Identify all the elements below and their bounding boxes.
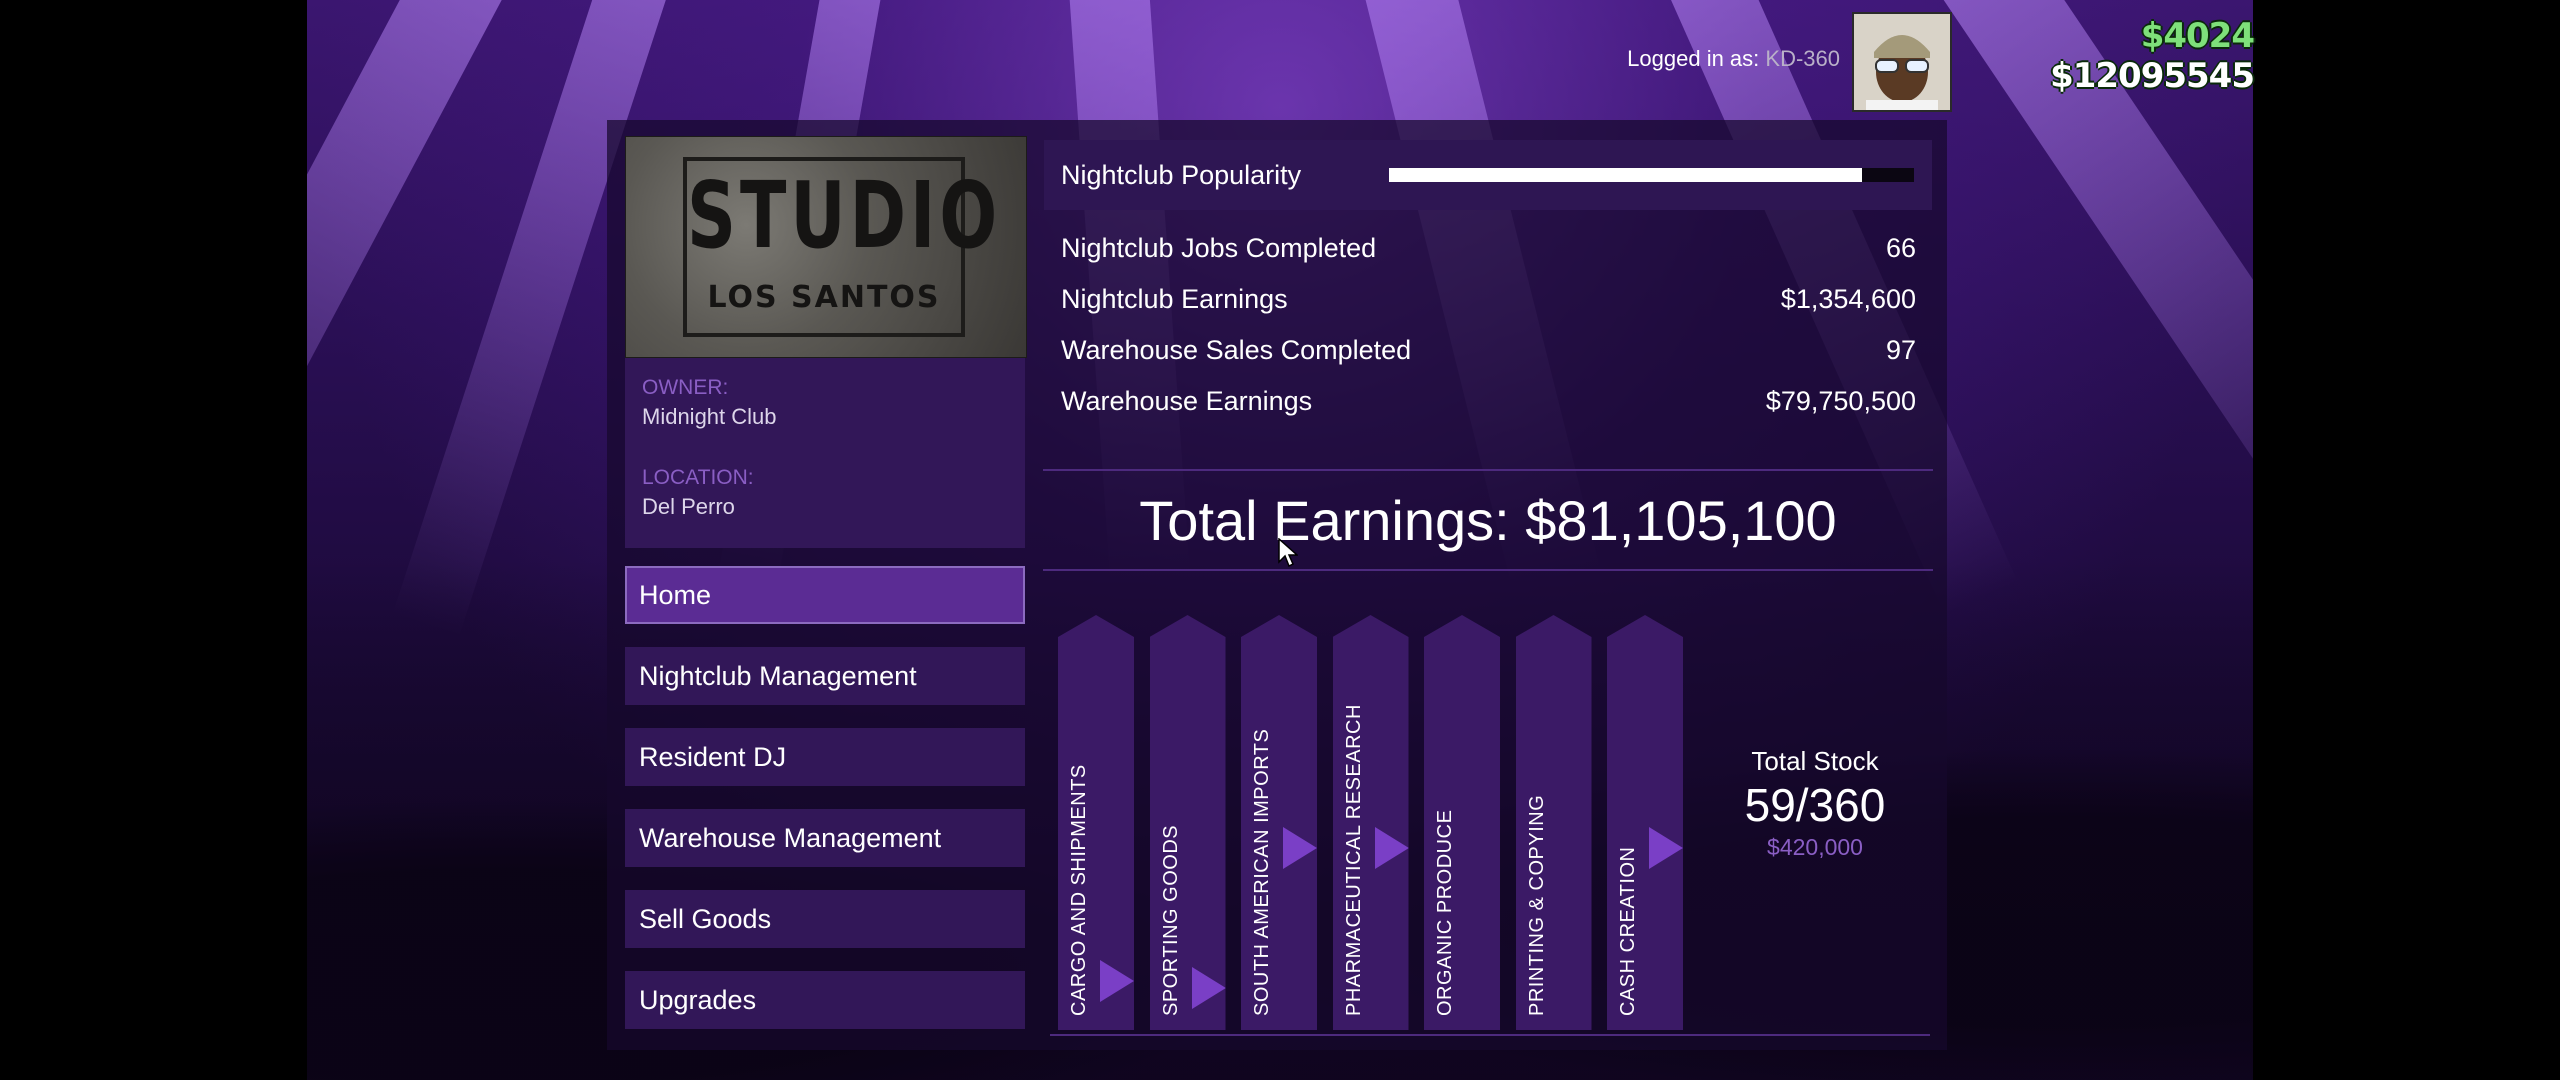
bank-balance: $12095545 [2050, 56, 2255, 96]
mouse-cursor-icon [1278, 538, 1298, 568]
nav-resident-dj[interactable]: Resident DJ [625, 728, 1025, 786]
owner-label: OWNER: [642, 376, 729, 399]
stock-column: SPORTING GOODS [1149, 615, 1226, 1030]
stock-column: PHARMACEUTICAL RESEARCH [1332, 615, 1409, 1030]
stock-column-label: PRINTING & COPYING [1525, 794, 1548, 1016]
stock-level-arrow [1191, 967, 1226, 1010]
studio-los-santos-logo: STUDIO LOS SANTOS [625, 136, 1027, 358]
total-stock-count: 59/360 [1744, 779, 1886, 831]
stock-column: SOUTH AMERICAN IMPORTS [1241, 615, 1317, 1030]
stock-column-label: SPORTING GOODS [1159, 824, 1182, 1016]
stock-column: CASH CREATION [1607, 615, 1683, 1030]
stock-column-label: SOUTH AMERICAN IMPORTS [1251, 728, 1273, 1016]
stock-level-arrow [1283, 827, 1317, 869]
stock-level-arrow [1374, 827, 1409, 869]
nav-home[interactable]: Home [625, 566, 1025, 624]
location-label: LOCATION: [642, 466, 754, 489]
nav-warehouse-management[interactable]: Warehouse Management [625, 809, 1025, 867]
stock-column: PRINTING & COPYING [1515, 615, 1592, 1030]
stock-column-label: CASH CREATION [1617, 846, 1639, 1016]
stat-label-warehouse-sales: Warehouse Sales Completed [1061, 335, 1412, 365]
stat-value-nightclub-earnings: $1,354,600 [1780, 284, 1916, 314]
stock-column: CARGO AND SHIPMENTS [1058, 615, 1134, 1030]
stat-label-nightclub-earnings: Nightclub Earnings [1061, 284, 1288, 314]
stock-level-arrow [1100, 960, 1134, 1003]
total-stock-title: Total Stock [1751, 746, 1879, 776]
owner-value: Midnight Club [642, 404, 777, 429]
cash-balance: $4024 [2140, 16, 2255, 56]
business-info: OWNER: Midnight Club LOCATION: Del Perro [625, 358, 1025, 548]
stat-label-warehouse-earnings: Warehouse Earnings [1061, 386, 1313, 416]
stat-value-warehouse-sales: 97 [1885, 335, 1916, 365]
nav-upgrades[interactable]: Upgrades [625, 971, 1025, 1029]
location-value: Del Perro [642, 494, 735, 519]
divider-bottom [1043, 569, 1933, 571]
popularity-bar-fill [1389, 168, 1862, 182]
stat-label-jobs: Nightclub Jobs Completed [1061, 233, 1377, 263]
stat-value-jobs: 66 [1885, 233, 1916, 263]
logo-subtitle: LOS SANTOS [707, 280, 941, 315]
popularity-label: Nightclub Popularity [1061, 160, 1302, 190]
username: KD-360 [1765, 46, 1840, 71]
popularity-bar [1389, 168, 1914, 182]
avatar [1852, 12, 1952, 112]
total-earnings: Total Earnings: $81,105,100 [1139, 489, 1837, 552]
stock-baseline [1050, 1034, 1930, 1036]
stock-column-label: CARGO AND SHIPMENTS [1068, 764, 1090, 1016]
divider-top [1043, 469, 1933, 471]
stat-value-warehouse-earnings: $79,750,500 [1765, 386, 1916, 416]
nav-sell-goods[interactable]: Sell Goods [625, 890, 1025, 948]
logo-title: STUDIO [687, 163, 1002, 270]
stock-level-arrow [1649, 827, 1683, 869]
stock-column: ORGANIC PRODUCE [1424, 615, 1500, 1030]
stock-column-label: PHARMACEUTICAL RESEARCH [1342, 704, 1365, 1016]
stock-column-label: ORGANIC PRODUCE [1434, 809, 1456, 1016]
nightclub-popularity: Nightclub Popularity [1044, 140, 1932, 210]
logged-in-as: Logged in as: KD-360 [1627, 46, 1840, 72]
logged-in-label: Logged in as: [1627, 46, 1760, 71]
nav-nightclub-management[interactable]: Nightclub Management [625, 647, 1025, 705]
total-stock-value: $420,000 [1767, 834, 1863, 860]
